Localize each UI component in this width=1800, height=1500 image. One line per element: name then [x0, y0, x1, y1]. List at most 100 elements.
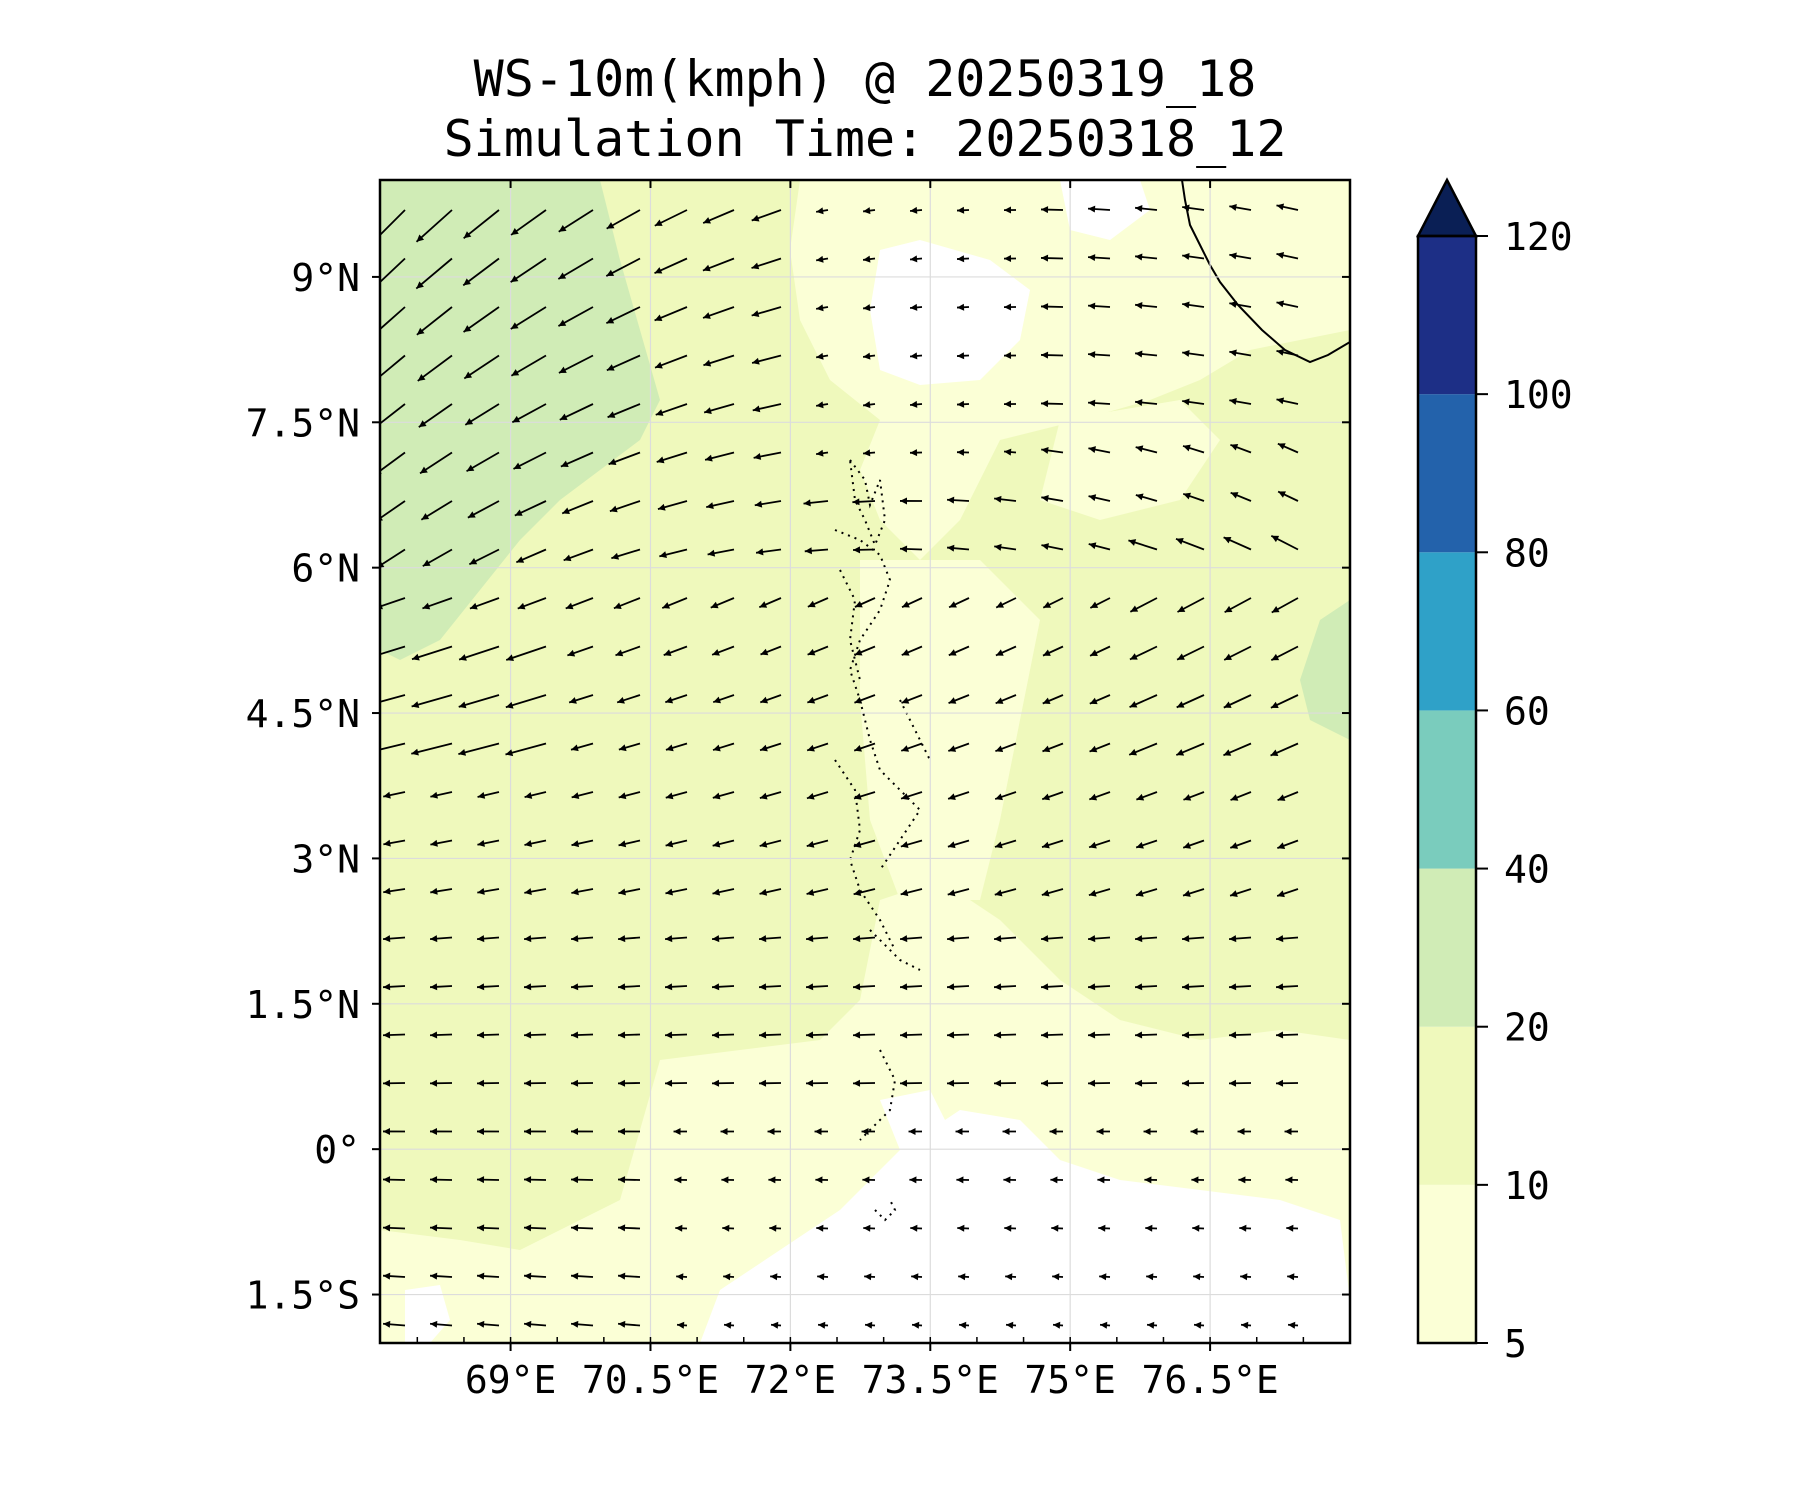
wind-vector [712, 742, 735, 752]
wind-vector [382, 935, 406, 943]
colorbar-frame [1416, 234, 1478, 1345]
wind-vector [706, 500, 735, 510]
wind-vector [1040, 254, 1064, 262]
wind-vector [559, 403, 594, 421]
wind-vector [383, 887, 406, 895]
wind-vector [1228, 935, 1252, 943]
wind-vector [1182, 204, 1205, 212]
wind-vector [862, 401, 876, 409]
wind-vector [1040, 983, 1064, 991]
wind-vector [523, 1320, 547, 1328]
wind-vector [751, 354, 782, 365]
wind-vector [458, 742, 500, 756]
wind-vector [429, 983, 453, 991]
wind-vector [816, 207, 829, 215]
wind-vector [804, 547, 829, 555]
wind-vector [1005, 1273, 1017, 1281]
wind-vector [900, 791, 923, 800]
wind-vector [948, 742, 970, 752]
wind-vector [900, 742, 923, 752]
wind-vector [948, 645, 970, 657]
wind-vector [759, 742, 782, 752]
wind-vector [617, 1079, 641, 1087]
wind-vector [1052, 1273, 1064, 1281]
wind-vector [711, 1079, 735, 1087]
colorbar-segment [1418, 868, 1476, 1027]
wind-vector [654, 306, 688, 322]
wind-vector [948, 694, 970, 704]
wind-vector [993, 983, 1017, 991]
wind-vector [430, 887, 453, 895]
wind-vector [995, 597, 1017, 609]
wind-vector [854, 694, 876, 704]
wind-vector [758, 935, 782, 943]
wind-vector [805, 935, 829, 943]
wind-vector [665, 888, 688, 896]
wind-vector [463, 306, 500, 333]
wind-vector [380, 694, 406, 703]
wind-vector [994, 888, 1017, 897]
wind-vector [861, 1127, 876, 1135]
wind-vector [458, 694, 500, 709]
wind-vector [947, 839, 970, 849]
wind-vector [909, 255, 923, 263]
wind-vector [1135, 839, 1158, 849]
wind-vector [665, 742, 688, 752]
wind-vector [1229, 203, 1252, 211]
wind-vector [758, 1079, 782, 1087]
wind-vector [815, 449, 829, 457]
wind-vector [1042, 645, 1064, 657]
wind-vector [1051, 1224, 1064, 1232]
wind-vector [568, 694, 594, 704]
wind-vector [703, 354, 735, 367]
wind-vector [852, 1031, 876, 1039]
wind-vector [464, 403, 500, 426]
wind-vector [605, 306, 641, 325]
wind-vector [1229, 397, 1252, 405]
wind-vector [558, 354, 594, 374]
wind-vector [1275, 935, 1299, 943]
wind-vector [1041, 839, 1064, 849]
wind-vector [523, 1176, 547, 1184]
wind-vector [1088, 888, 1111, 897]
wind-vector [956, 303, 970, 311]
wind-vector [618, 742, 641, 752]
y-tick-label: 0° [314, 1128, 360, 1172]
wind-vector [1284, 1127, 1299, 1135]
colorbar-segment [1418, 1026, 1476, 1185]
wind-vector [814, 1127, 829, 1135]
wind-vector [702, 209, 735, 224]
wind-vector [805, 1079, 829, 1087]
wind-vector [665, 791, 688, 800]
wind-vector [1182, 349, 1205, 357]
wind-vector [946, 496, 970, 504]
wind-vector [654, 354, 688, 369]
wind-vector [1087, 1079, 1111, 1087]
wind-vector [1277, 839, 1299, 849]
wind-vector [758, 597, 782, 609]
wind-vector [909, 206, 923, 214]
colorbar-tick-label: 40 [1504, 848, 1550, 892]
wind-vector [419, 451, 453, 475]
wind-vector [994, 543, 1017, 551]
wind-vector [463, 354, 500, 380]
wind-vector [429, 1031, 453, 1039]
wind-vector [382, 1031, 406, 1039]
colorbar-segment [1418, 394, 1476, 553]
wind-vector [382, 1224, 406, 1232]
wind-vector [815, 1176, 829, 1184]
wind-vector [476, 983, 500, 991]
wind-vector [1182, 301, 1205, 309]
wind-vector [1089, 694, 1111, 705]
y-tick-label: 6°N [291, 547, 360, 591]
wind-vector [770, 1273, 782, 1281]
wind-vector [899, 1031, 923, 1039]
wind-vector [608, 451, 641, 466]
colorbar-extend-arrow [1415, 177, 1479, 238]
wind-vector [1041, 446, 1064, 454]
wind-vector [1229, 300, 1252, 308]
wind-vector [617, 1320, 641, 1328]
wind-vector [720, 1127, 735, 1135]
wind-vector [759, 791, 782, 800]
wind-vector [1135, 888, 1158, 897]
